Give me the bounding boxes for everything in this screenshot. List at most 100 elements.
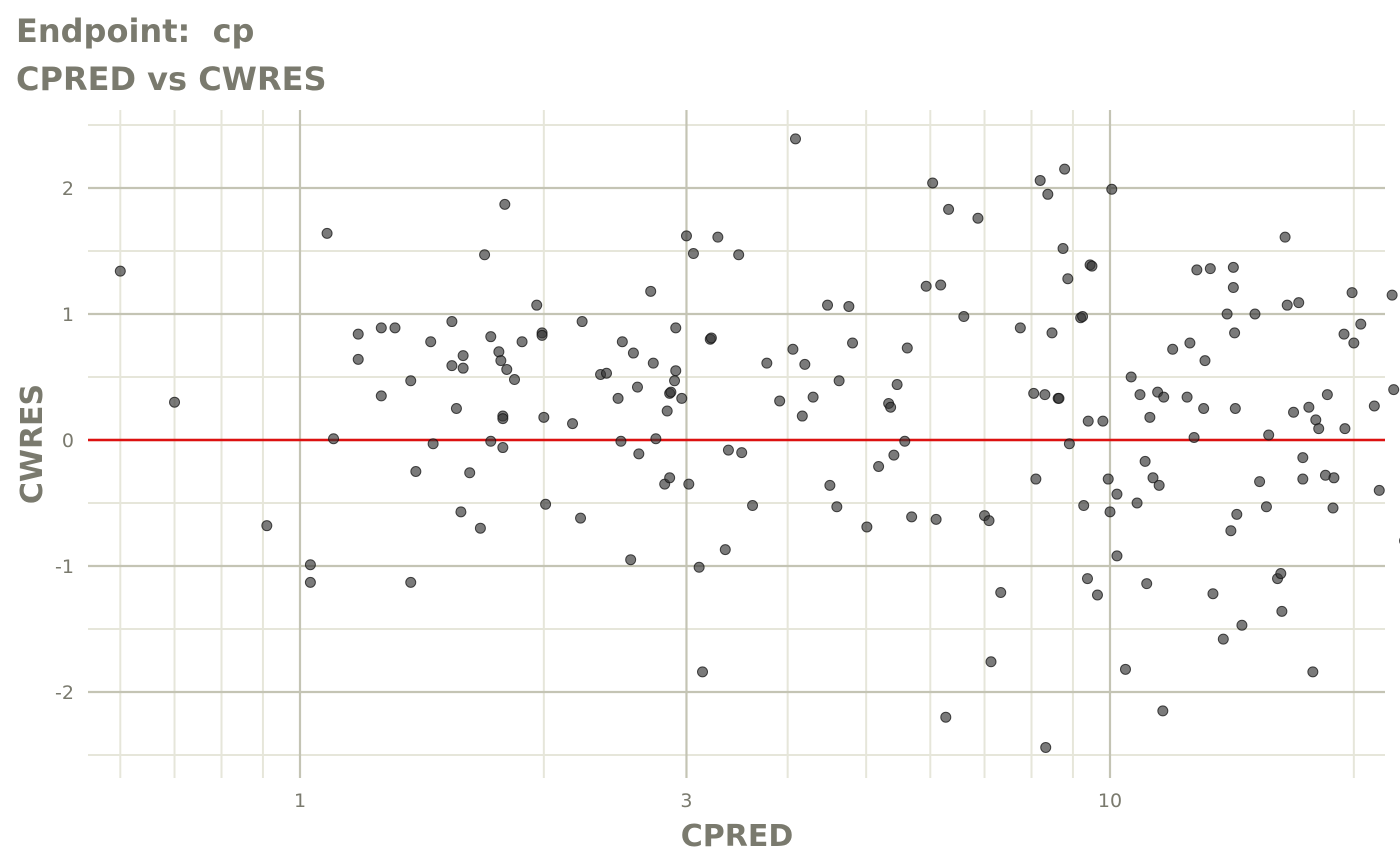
data-point — [450, 403, 462, 414]
data-point — [712, 231, 724, 243]
data-point — [697, 666, 709, 678]
x-axis-label: CPRED — [681, 819, 794, 854]
data-point — [627, 347, 639, 359]
data-point — [328, 433, 340, 445]
x-tick-label: 3 — [680, 790, 692, 812]
data-point — [1313, 423, 1325, 435]
data-point — [1111, 550, 1123, 562]
data-point — [1281, 299, 1293, 311]
data-point — [676, 392, 688, 404]
data-point — [479, 249, 491, 261]
data-point — [930, 513, 942, 525]
data-point — [1040, 741, 1052, 753]
data-point — [1181, 391, 1193, 403]
data-point — [1263, 429, 1275, 441]
data-point — [1231, 508, 1243, 520]
data-point — [761, 357, 773, 369]
data-point — [1254, 476, 1266, 488]
data-point — [1063, 438, 1075, 450]
data-point — [1355, 318, 1367, 330]
data-point — [575, 512, 587, 524]
data-point — [1348, 337, 1360, 349]
data-point — [1104, 506, 1116, 518]
data-point — [1297, 452, 1309, 464]
data-point — [1338, 328, 1350, 340]
data-point — [1147, 472, 1159, 484]
data-point — [1297, 473, 1309, 485]
y-tick-label: 0 — [62, 430, 74, 452]
data-point — [705, 332, 717, 344]
data-point — [464, 467, 476, 479]
data-point — [1086, 260, 1098, 272]
x-tick-label: 10 — [1098, 790, 1122, 812]
y-tick-label: -2 — [55, 682, 74, 704]
data-point — [501, 363, 513, 375]
data-point — [647, 357, 659, 369]
data-point — [538, 411, 550, 423]
data-point — [1134, 389, 1146, 401]
data-point — [1131, 497, 1143, 509]
data-point — [1207, 588, 1219, 600]
data-point — [1229, 403, 1241, 414]
data-point — [1227, 261, 1239, 273]
data-point — [1091, 589, 1103, 601]
data-point — [1081, 573, 1093, 585]
data-point — [1097, 415, 1109, 427]
data-point — [497, 413, 509, 425]
data-point — [1198, 403, 1210, 414]
data-point — [446, 360, 458, 372]
x-axis-ticks: 1 3 10 — [294, 790, 1122, 812]
data-point — [457, 350, 469, 362]
data-point — [645, 285, 657, 297]
data-point — [1030, 473, 1042, 485]
data-point — [733, 249, 745, 261]
data-point — [1046, 327, 1058, 339]
data-point — [670, 322, 682, 334]
y-tick-label: -1 — [55, 556, 74, 578]
grid-lines — [88, 110, 1385, 778]
data-point — [1042, 188, 1054, 200]
data-point — [985, 656, 997, 668]
y-tick-label: 1 — [62, 304, 74, 326]
data-point — [935, 279, 947, 291]
data-point — [693, 561, 705, 573]
data-point — [1217, 633, 1229, 645]
y-axis-ticks: -2 -1 0 1 2 — [55, 178, 74, 704]
data-point — [1082, 415, 1094, 427]
data-point — [485, 331, 497, 343]
data-point — [1199, 355, 1211, 367]
data-point — [1057, 242, 1069, 254]
data-point — [1191, 264, 1203, 276]
data-point — [1249, 308, 1261, 320]
data-point — [1260, 501, 1272, 513]
data-point — [1167, 343, 1179, 355]
y-tick-label: 2 — [62, 178, 74, 200]
data-point — [616, 336, 628, 348]
data-point — [1077, 311, 1089, 323]
data-point — [633, 448, 645, 460]
data-point — [807, 391, 819, 403]
data-point — [615, 435, 627, 447]
data-point — [906, 511, 918, 523]
data-point — [983, 515, 995, 527]
data-point — [1119, 663, 1131, 675]
data-point — [516, 336, 528, 348]
data-point — [687, 248, 699, 260]
data-point — [927, 177, 939, 189]
data-point — [612, 392, 624, 404]
data-point — [664, 472, 676, 484]
data-point — [1303, 401, 1315, 413]
data-point — [531, 299, 543, 311]
data-point — [920, 280, 932, 292]
data-point — [1053, 392, 1065, 404]
data-point — [1386, 289, 1398, 301]
data-point — [410, 466, 422, 477]
data-point — [321, 227, 333, 239]
data-point — [567, 418, 579, 430]
data-point — [1346, 287, 1358, 299]
data-point — [669, 375, 681, 387]
data-point — [576, 316, 588, 328]
data-point — [995, 586, 1007, 598]
data-point — [1184, 337, 1196, 349]
data-point — [670, 365, 682, 377]
